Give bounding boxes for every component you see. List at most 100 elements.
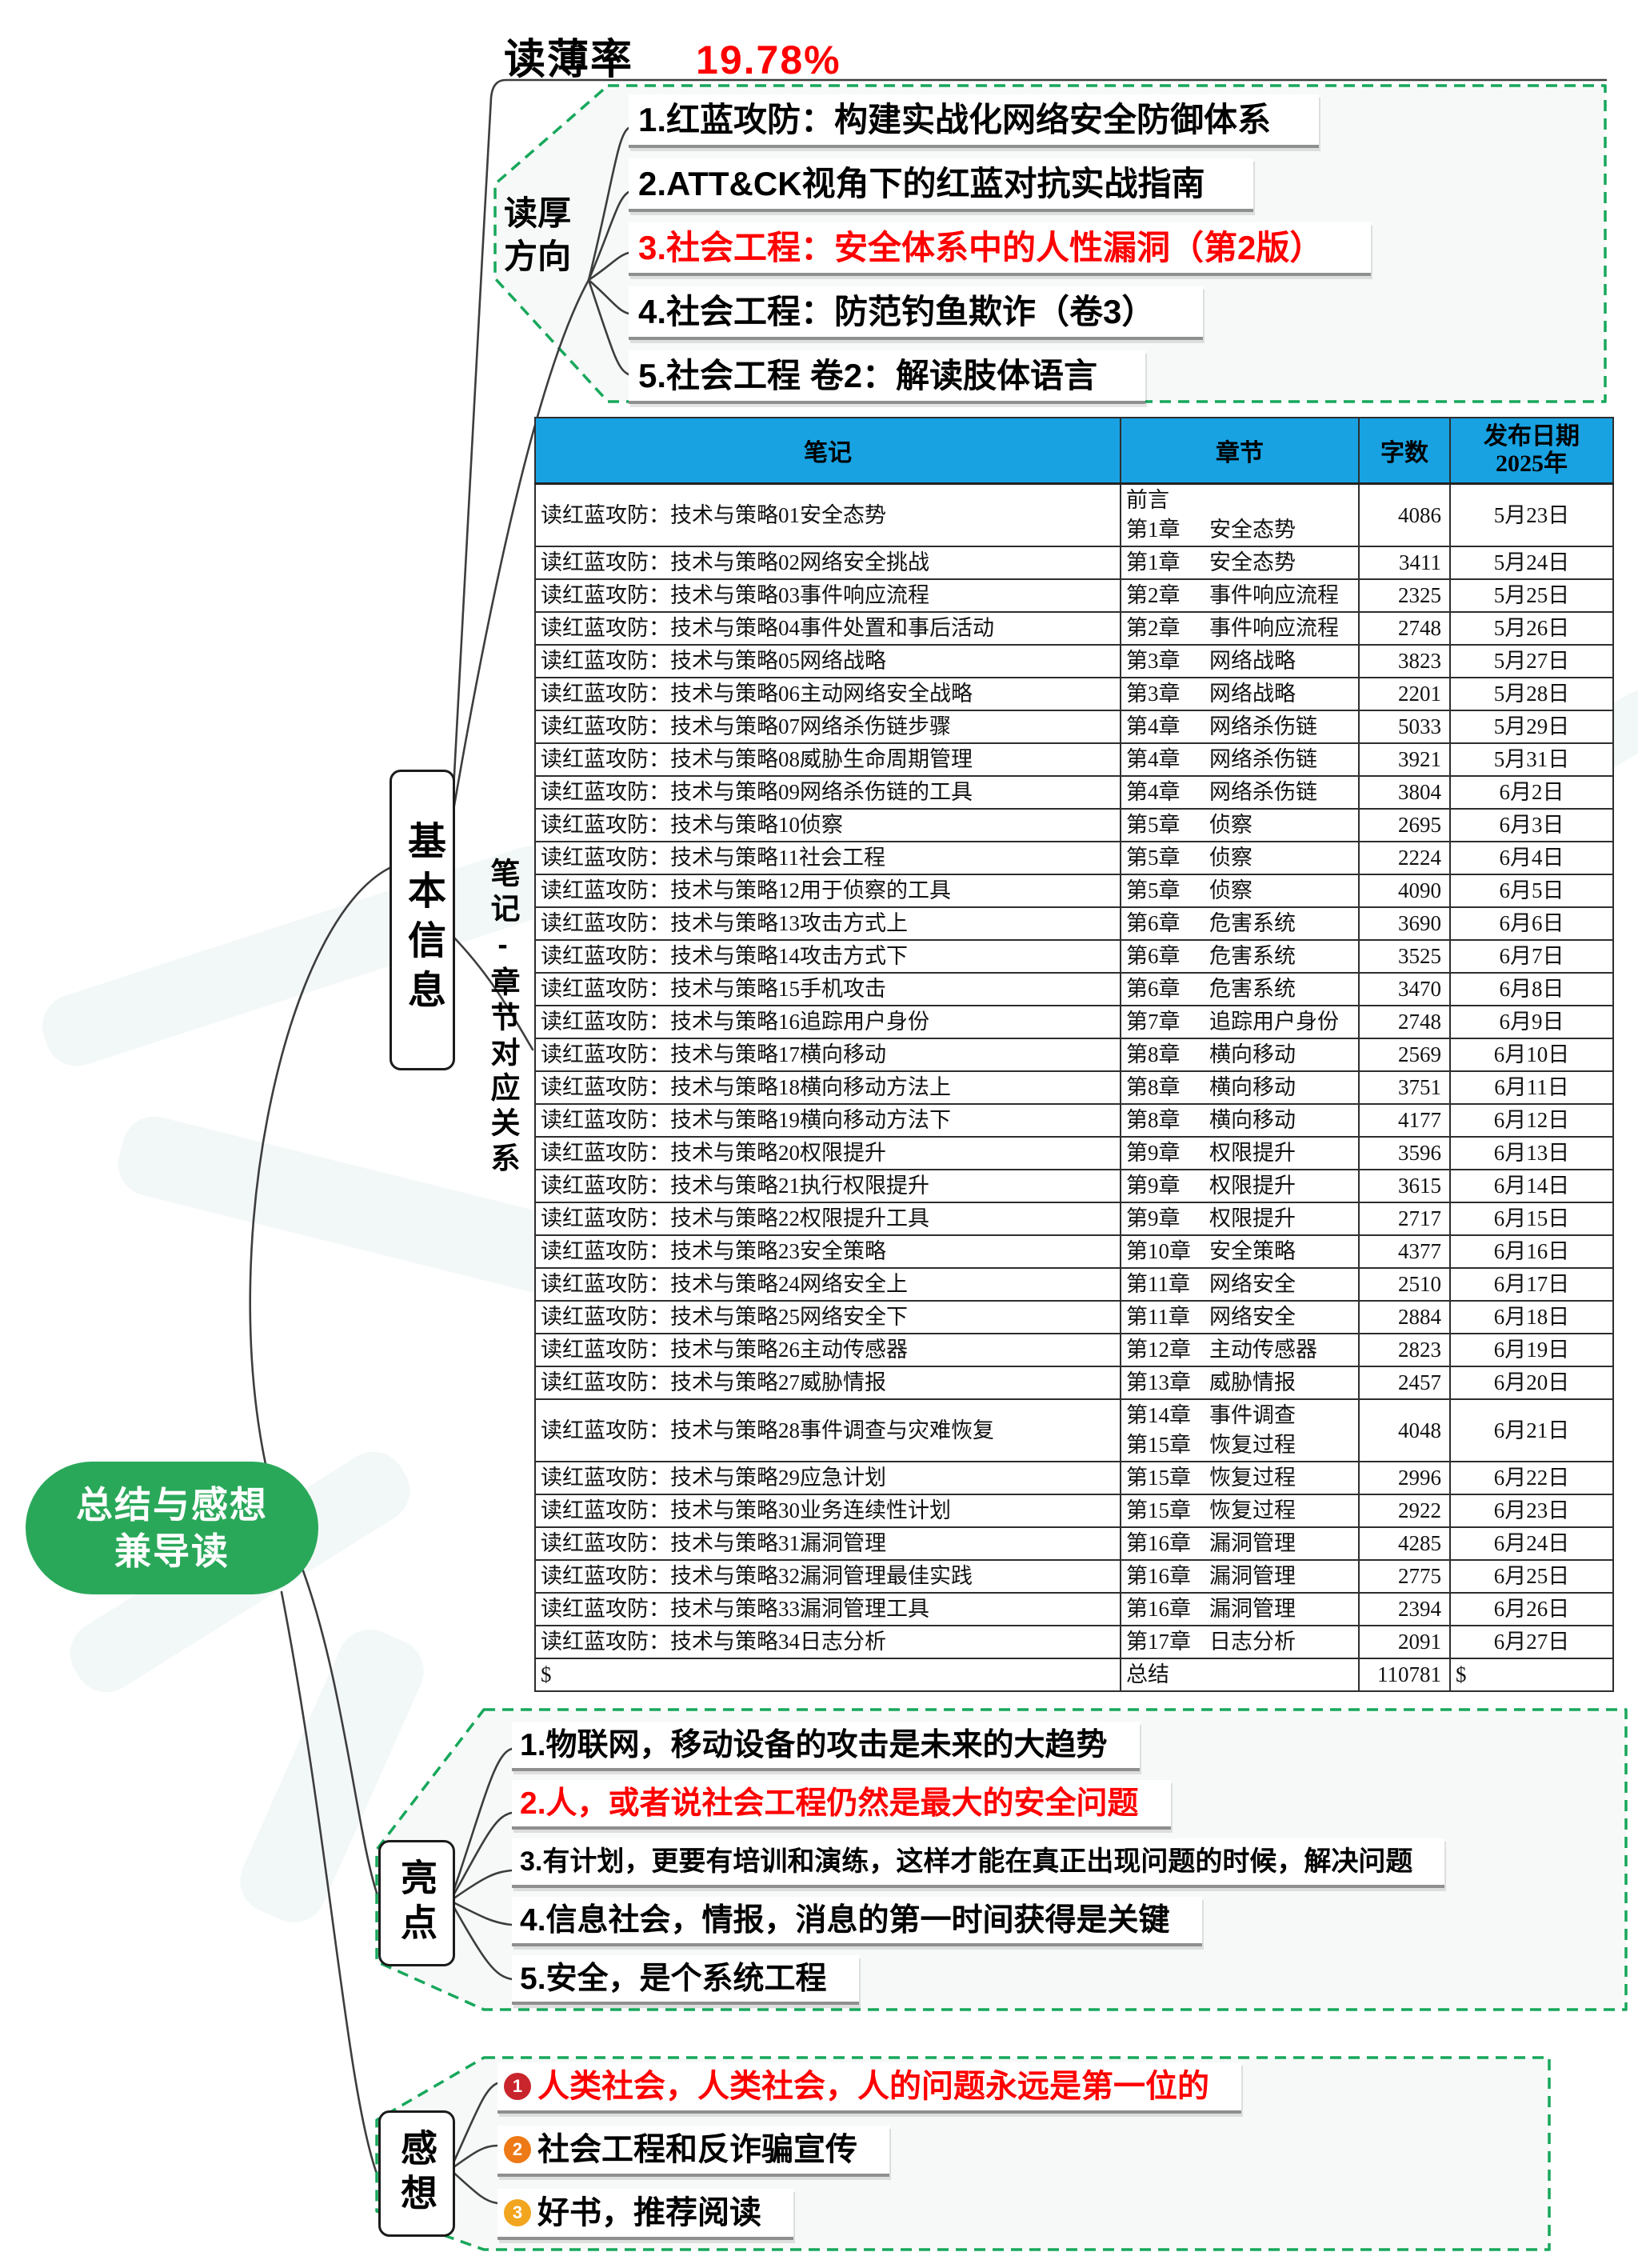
highlight-item-5[interactable]: 5.安全，是个系统工程 xyxy=(512,1955,859,2005)
note-cell: 读红蓝攻防：技术与策略19横向移动方法下 xyxy=(534,1103,1121,1138)
book-item-4[interactable]: 4.社会工程：防范钓鱼欺诈（卷3） xyxy=(629,286,1204,340)
read-thick-label[interactable]: 读厚方向 xyxy=(504,194,572,275)
date-cell: 6月20日 xyxy=(1449,1366,1614,1400)
book-item-3[interactable]: 3.社会工程：安全体系中的人性漏洞（第2版） xyxy=(629,222,1372,276)
words-cell: 4090 xyxy=(1358,874,1451,908)
numbered-bullet-icon: 2 xyxy=(504,2136,531,2163)
date-cell: 6月3日 xyxy=(1449,808,1614,842)
note-cell: 读红蓝攻防：技术与策略08威胁生命周期管理 xyxy=(534,742,1121,777)
note-cell: 读红蓝攻防：技术与策略22权限提升工具 xyxy=(534,1202,1121,1236)
branch-basic-info[interactable]: 基本信息 xyxy=(390,770,455,1070)
branch-highlights-label: 亮点 xyxy=(396,1858,437,1948)
note-cell: 读红蓝攻防：技术与策略25网络安全下 xyxy=(534,1300,1121,1334)
date-cell: 6月8日 xyxy=(1449,972,1614,1006)
thought-list: 1 人类社会，人类社会，人的问题永远是第一位的 2 社会工程和反诈骗宣传 3 好书，推荐阅… xyxy=(497,2062,1241,2240)
highlight-item-1[interactable]: 1.物联网，移动设备的攻击是未来的大趋势 xyxy=(512,1722,1140,1771)
connector-book-2 xyxy=(587,190,630,282)
table-row-9: 读红蓝攻防：技术与策略09网络杀伤链的工具 第4章 网络杀伤链 3804 6月2日 xyxy=(534,775,1614,810)
words-cell: 2224 xyxy=(1358,841,1451,875)
thought-item-text: 人类社会，人类社会，人的问题永远是第一位的 xyxy=(537,2069,1209,2104)
note-cell: 读红蓝攻防：技术与策略24网络安全上 xyxy=(534,1267,1121,1302)
words-cell: 2748 xyxy=(1358,611,1451,646)
connector-th-3 xyxy=(449,2168,499,2205)
chapter-cell: 第4章 网络杀伤链 xyxy=(1120,742,1360,777)
book-item-1[interactable]: 1.红蓝攻防：构建实战化网络安全防御体系 xyxy=(629,94,1320,148)
date-cell: 6月13日 xyxy=(1449,1136,1614,1170)
note-cell: 读红蓝攻防：技术与策略14攻击方式下 xyxy=(534,939,1121,974)
table-row-22: 读红蓝攻防：技术与策略22权限提升工具 第9章 权限提升 2717 6月15日 xyxy=(534,1202,1614,1236)
words-cell: 2695 xyxy=(1358,808,1451,842)
table-row-24: 读红蓝攻防：技术与策略24网络安全上 第11章 网络安全 2510 6月17日 xyxy=(534,1267,1614,1302)
connector-book-5 xyxy=(587,278,630,376)
thought-item-1[interactable]: 1 人类社会，人类社会，人的问题永远是第一位的 xyxy=(497,2062,1241,2114)
table-row-7: 读红蓝攻防：技术与策略07网络杀伤链步骤 第4章 网络杀伤链 5033 5月29日 xyxy=(534,710,1614,744)
date-cell: 6月10日 xyxy=(1449,1038,1614,1072)
table-row-26: 读红蓝攻防：技术与策略26主动传感器 第12章 主动传感器 2823 6月19日 xyxy=(534,1333,1614,1367)
date-cell: 5月25日 xyxy=(1449,578,1614,613)
connector-book-1 xyxy=(587,126,630,282)
read-rate-node[interactable]: 读薄率 19.78% xyxy=(504,26,841,86)
table-header-row: 笔记 章节 字数 发布日期 2025年 xyxy=(534,417,1614,485)
note-cell: 读红蓝攻防：技术与策略05网络战略 xyxy=(534,644,1121,678)
read-rate-label: 读薄率 xyxy=(504,37,634,83)
chapter-cell: 第12章 主动传感器 xyxy=(1120,1333,1360,1367)
words-cell: 2748 xyxy=(1358,1005,1451,1039)
words-cell: 4086 xyxy=(1358,482,1451,547)
date-cell: 6月19日 xyxy=(1449,1333,1614,1367)
words-cell: 5033 xyxy=(1358,710,1451,744)
table-row-35: $ 总结 110781 $ xyxy=(534,1658,1614,1692)
table-row-13: 读红蓝攻防：技术与策略13攻击方式上 第6章 危害系统 3690 6月6日 xyxy=(534,906,1614,941)
date-cell: 6月4日 xyxy=(1449,841,1614,875)
thought-item-2[interactable]: 2 社会工程和反诈骗宣传 xyxy=(497,2126,889,2177)
date-cell: 6月26日 xyxy=(1449,1592,1614,1626)
date-cell: 6月14日 xyxy=(1449,1169,1614,1203)
date-cell: 6月25日 xyxy=(1449,1559,1614,1594)
thought-item-3[interactable]: 3 好书，推荐阅读 xyxy=(497,2189,793,2240)
words-cell: 3921 xyxy=(1358,742,1451,777)
chapter-cell: 第11章 网络安全 xyxy=(1120,1267,1360,1302)
note-cell: $ xyxy=(534,1658,1121,1692)
branch-notes-map[interactable]: 笔记-章节对应关系 xyxy=(481,858,523,1226)
table-row-3: 读红蓝攻防：技术与策略03事件响应流程 第2章 事件响应流程 2325 5月25日 xyxy=(534,578,1614,613)
chapter-cell: 第16章 漏洞管理 xyxy=(1120,1526,1360,1561)
note-cell: 读红蓝攻防：技术与策略13攻击方式上 xyxy=(534,906,1121,941)
date-cell: 5月26日 xyxy=(1449,611,1614,646)
connector-root-basicinfo xyxy=(249,866,391,1466)
branch-thoughts[interactable]: 感想 xyxy=(378,2110,455,2237)
words-cell: 3525 xyxy=(1358,939,1451,974)
branch-highlights[interactable]: 亮点 xyxy=(378,1840,455,1966)
table-row-28: 读红蓝攻防：技术与策略28事件调查与灾难恢复 第14章 事件调查 第15章 恢复过程 40… xyxy=(534,1398,1614,1462)
highlight-item-4[interactable]: 4.信息社会，情报，消息的第一时间获得是关键 xyxy=(512,1897,1202,1946)
words-cell: 3823 xyxy=(1358,644,1451,678)
book-item-5[interactable]: 5.社会工程 卷2：解读肢体语言 xyxy=(629,350,1146,404)
chapter-cell: 第11章 网络安全 xyxy=(1120,1300,1360,1334)
chapter-cell: 第2章 事件响应流程 xyxy=(1120,578,1360,613)
connector-book-4 xyxy=(587,278,630,315)
date-cell: 6月16日 xyxy=(1449,1234,1614,1269)
note-cell: 读红蓝攻防：技术与策略01安全态势 xyxy=(534,482,1121,547)
book-item-2[interactable]: 2.ATT&CK视角下的红蓝对抗实战指南 xyxy=(629,158,1253,212)
note-cell: 读红蓝攻防：技术与策略10侦察 xyxy=(534,808,1121,842)
connector-hl-1 xyxy=(449,1747,513,1902)
highlight-item-2[interactable]: 2.人，或者说社会工程仍然是最大的安全问题 xyxy=(512,1780,1171,1830)
table-row-30: 读红蓝攻防：技术与策略30业务连续性计划 第15章 恢复过程 2922 6月23日 xyxy=(534,1494,1614,1528)
words-cell: 3804 xyxy=(1358,775,1451,810)
chapter-cell: 第9章 权限提升 xyxy=(1120,1202,1360,1236)
words-cell: 2091 xyxy=(1358,1625,1451,1659)
notes-table: 笔记 章节 字数 发布日期 2025年 读红蓝攻防：技术与策略01安全态势 前言第… xyxy=(534,417,1614,1692)
chapter-cell: 第16章 漏洞管理 xyxy=(1120,1592,1360,1626)
words-cell: 3411 xyxy=(1358,546,1451,580)
root-node[interactable]: 总结与感想 兼导读 xyxy=(26,1462,318,1594)
date-cell: 6月21日 xyxy=(1449,1398,1614,1462)
words-cell: 3751 xyxy=(1358,1070,1451,1105)
connector-hl-4 xyxy=(449,1899,513,1926)
highlight-item-3[interactable]: 3.有计划，更要有培训和演练，这样才能在真正出现问题的时候，解决问题 xyxy=(512,1838,1445,1888)
date-cell: $ xyxy=(1449,1658,1614,1692)
connector-hl-2 xyxy=(449,1811,513,1902)
connector-th-2 xyxy=(449,2144,499,2171)
date-cell: 6月9日 xyxy=(1449,1005,1614,1039)
chapter-cell: 第1章 安全态势 xyxy=(1120,546,1360,580)
words-cell: 4285 xyxy=(1358,1526,1451,1561)
words-cell: 2394 xyxy=(1358,1592,1451,1626)
chapter-cell: 第6章 危害系统 xyxy=(1120,972,1360,1006)
